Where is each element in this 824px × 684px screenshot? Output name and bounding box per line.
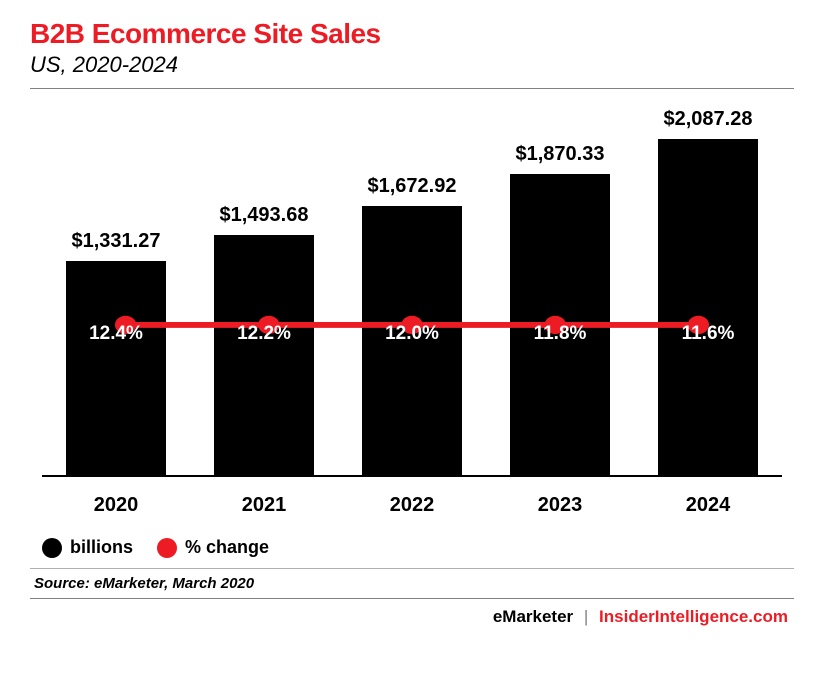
legend-dot-billions	[42, 538, 62, 558]
chart-title: B2B Ecommerce Site Sales	[30, 18, 794, 50]
footer-brand-right: InsiderIntelligence.com	[599, 607, 788, 626]
pct-label: 12.0%	[385, 323, 439, 345]
footer-brand-left: eMarketer	[493, 607, 573, 626]
bar-value-label: $1,870.33	[516, 143, 605, 166]
x-axis: 2020 2021 2022 2023 2024	[42, 494, 782, 517]
bar	[214, 235, 314, 475]
source-line: Source: eMarketer, March 2020	[30, 575, 794, 592]
bar-column: $1,331.27	[56, 107, 176, 475]
legend-item-pctchange: % change	[157, 537, 269, 558]
bar	[658, 139, 758, 475]
chart-subtitle: US, 2020-2024	[30, 52, 794, 78]
bar-column: $1,493.68	[204, 107, 324, 475]
divider-top	[30, 88, 794, 89]
legend-label-billions: billions	[70, 537, 133, 558]
legend: billions % change	[30, 537, 794, 558]
pct-label: 12.2%	[237, 323, 291, 345]
x-tick-label: 2022	[352, 494, 472, 517]
bar-value-label: $2,087.28	[664, 108, 753, 131]
plot-region: $1,331.27 $1,493.68 $1,672.92 $1,870.33 $2,0…	[42, 107, 782, 477]
x-tick-label: 2021	[204, 494, 324, 517]
pct-label: 11.8%	[534, 323, 587, 345]
pct-label: 12.4%	[89, 323, 143, 345]
x-tick-label: 2023	[500, 494, 620, 517]
bar	[66, 261, 166, 475]
x-tick-label: 2024	[648, 494, 768, 517]
divider-footer	[30, 598, 794, 599]
legend-label-pctchange: % change	[185, 537, 269, 558]
bar-value-label: $1,493.68	[220, 204, 309, 227]
bar-column: $1,870.33	[500, 107, 620, 475]
divider-legend	[30, 568, 794, 569]
legend-dot-pctchange	[157, 538, 177, 558]
x-tick-label: 2020	[56, 494, 176, 517]
footer: eMarketer | InsiderIntelligence.com	[30, 607, 794, 627]
bar-value-label: $1,672.92	[368, 175, 457, 198]
bar-value-label: $1,331.27	[72, 230, 161, 253]
bars-container: $1,331.27 $1,493.68 $1,672.92 $1,870.33 $2,0…	[42, 107, 782, 475]
legend-item-billions: billions	[42, 537, 133, 558]
pct-label: 11.6%	[682, 323, 735, 345]
chart-area: $1,331.27 $1,493.68 $1,672.92 $1,870.33 $2,0…	[30, 97, 794, 527]
bar-column: $2,087.28	[648, 107, 768, 475]
bar-column: $1,672.92	[352, 107, 472, 475]
footer-separator: |	[584, 607, 588, 626]
